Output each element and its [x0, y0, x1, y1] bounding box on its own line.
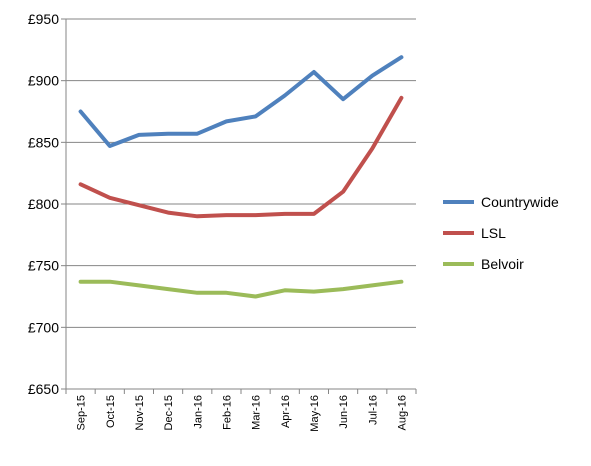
- y-tick-label: £750: [28, 258, 59, 274]
- x-tick-label: May-16: [309, 395, 321, 432]
- x-tick-label: Apr-16: [280, 395, 292, 428]
- series-line-countrywide: [78, 55, 404, 148]
- y-axis-tick-labels: £650 £700 £750 £800 £850 £900 £950: [28, 11, 59, 397]
- legend-label-lsl: LSL: [481, 225, 506, 241]
- x-tick-label: Feb-16: [221, 395, 233, 430]
- x-tick-label: Oct-15: [105, 395, 117, 428]
- x-tick-label: Jan-16: [192, 395, 204, 429]
- legend: Countrywide LSL Belvoir: [443, 194, 559, 272]
- x-tick-label: Sep-15: [76, 395, 88, 430]
- x-tick-label: Mar-16: [251, 395, 263, 430]
- x-tick-label: Jun-16: [338, 395, 350, 429]
- x-tick-label: Nov-15: [134, 395, 146, 430]
- y-tick-label: £700: [28, 319, 59, 335]
- legend-label-countrywide: Countrywide: [481, 194, 559, 210]
- series-line-lsl: [78, 95, 404, 219]
- legend-label-belvoir: Belvoir: [481, 256, 524, 272]
- y-tick-label: £800: [28, 196, 59, 212]
- x-tick-label: Dec-15: [163, 395, 175, 430]
- y-tick-label: £650: [28, 381, 59, 397]
- y-tick-label: £850: [28, 134, 59, 150]
- y-tick-label: £950: [28, 11, 59, 27]
- axes: [61, 18, 417, 394]
- series-line-belvoir: [78, 279, 404, 299]
- x-tick-label: Jul-16: [367, 395, 379, 425]
- x-tick-label: Aug-16: [396, 395, 408, 430]
- series-lines: [78, 55, 404, 299]
- y-tick-label: £900: [28, 73, 59, 89]
- x-axis-tick-labels: Sep-15 Oct-15 Nov-15 Dec-15 Jan-16 Feb-16 Mar-…: [76, 395, 409, 432]
